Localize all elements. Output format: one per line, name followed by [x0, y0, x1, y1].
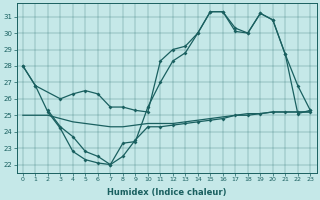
X-axis label: Humidex (Indice chaleur): Humidex (Indice chaleur) — [107, 188, 226, 197]
